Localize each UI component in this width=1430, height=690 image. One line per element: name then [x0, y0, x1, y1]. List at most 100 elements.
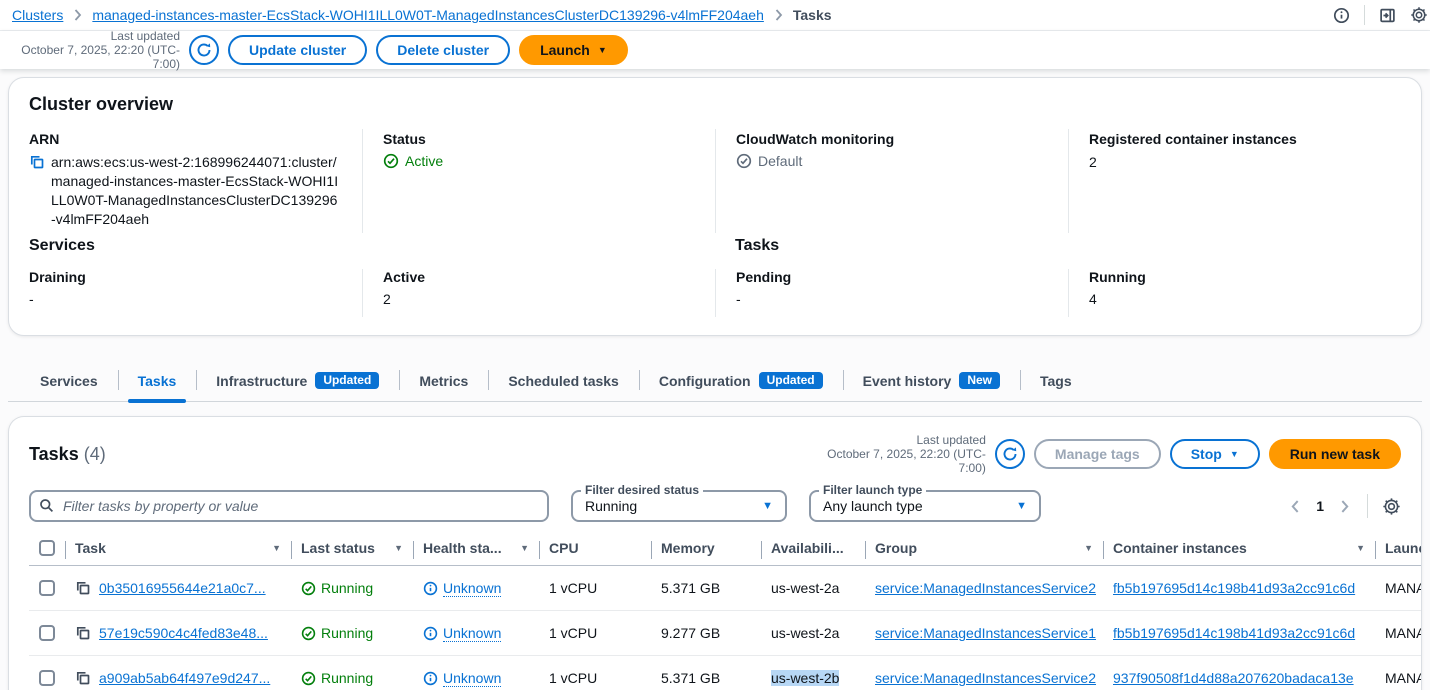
task-id-link[interactable]: 57e19c590c4c4fed83e48... [99, 625, 268, 641]
registered-instances-value: 2 [1089, 154, 1097, 170]
table-preferences-gear-icon[interactable] [1382, 497, 1401, 516]
manage-tags-button[interactable]: Manage tags [1033, 439, 1161, 469]
group-link[interactable]: service:ManagedInstancesService2 [875, 580, 1097, 596]
tasks-title-text: Tasks [29, 443, 79, 464]
column-label: Launch [1385, 540, 1421, 556]
tab-configuration[interactable]: Configuration Updated [638, 360, 843, 401]
breadcrumb-current: Tasks [792, 7, 832, 23]
column-header-health-status[interactable]: Health sta... ▼ [413, 534, 539, 566]
chevron-right-icon [774, 9, 783, 21]
breadcrumb: Clusters managed-instances-master-EcsSta… [12, 7, 832, 23]
tab-services[interactable]: Services [20, 360, 118, 401]
next-page-button[interactable] [1336, 496, 1353, 517]
column-header-task[interactable]: Task ▼ [65, 534, 291, 566]
column-header-last-status[interactable]: Last status ▼ [291, 534, 413, 566]
tab-tasks[interactable]: Tasks [117, 360, 197, 403]
active-value: 2 [383, 291, 391, 307]
breadcrumb-cluster-name-link[interactable]: managed-instances-master-EcsStack-WOHI1I… [92, 7, 764, 23]
memory-value: 5.371 GB [651, 565, 761, 611]
container-instance-link[interactable]: fb5b197695d14c198b41d93a2cc91c6d [1113, 580, 1356, 596]
row-checkbox[interactable] [39, 580, 55, 596]
group-link[interactable]: service:ManagedInstancesService2 [875, 670, 1097, 686]
cluster-overview-card: Cluster overview ARN arn:aws:ecs:us-west… [8, 77, 1422, 336]
health-status-value[interactable]: Unknown [443, 669, 502, 687]
column-header-container-instances[interactable]: Container instances ▼ [1103, 534, 1375, 566]
column-header-memory[interactable]: Memory [651, 534, 761, 566]
container-instance-link[interactable]: fb5b197695d14c198b41d93a2cc91c6d [1113, 625, 1356, 641]
chevron-left-icon [1291, 499, 1299, 513]
availability-zone-value: us-west-2b [771, 670, 840, 686]
check-circle-icon [301, 581, 316, 595]
column-header-cpu[interactable]: CPU [539, 534, 651, 566]
last-updated-value: October 7, 2025, 22:20 (UTC-7:00) [21, 43, 180, 71]
breadcrumb-clusters-link[interactable]: Clusters [12, 7, 64, 23]
launch-button[interactable]: Launch ▼ [519, 35, 628, 65]
cpu-value: 1 vCPU [539, 655, 651, 690]
sort-caret-icon: ▼ [272, 543, 281, 553]
delete-cluster-button[interactable]: Delete cluster [376, 35, 511, 65]
column-header-availability-zone[interactable]: Availabili... [761, 534, 865, 566]
stop-button[interactable]: Stop ▼ [1169, 439, 1260, 469]
copy-icon[interactable] [75, 625, 91, 641]
tasks-refresh-button[interactable] [994, 439, 1025, 469]
copy-icon[interactable] [75, 580, 91, 596]
page-number[interactable]: 1 [1316, 498, 1324, 514]
select-all-checkbox[interactable] [39, 540, 55, 556]
draining-label: Draining [29, 269, 86, 285]
group-link[interactable]: service:ManagedInstancesService1 [875, 625, 1097, 641]
running-stat: Running 4 [1068, 269, 1421, 317]
divider [1367, 494, 1368, 518]
run-new-task-label: Run new task [1289, 446, 1380, 462]
tab-metrics[interactable]: Metrics [399, 360, 488, 401]
update-cluster-button[interactable]: Update cluster [228, 35, 368, 65]
tab-infrastructure[interactable]: Infrastructure Updated [196, 360, 399, 401]
health-status-value[interactable]: Unknown [443, 624, 502, 642]
copy-icon[interactable] [75, 670, 91, 686]
column-header-group[interactable]: Group ▼ [865, 534, 1103, 566]
row-checkbox[interactable] [39, 625, 55, 641]
filter-launch-type-value: Any launch type [823, 498, 923, 514]
sort-caret-icon: ▼ [394, 543, 403, 553]
arn-label: ARN [29, 131, 60, 147]
container-instance-link[interactable]: 937f90508f1d4d88a207620badaca13e [1113, 670, 1354, 686]
filter-tasks-input[interactable] [29, 490, 549, 522]
task-id-link[interactable]: a909ab5ab64f497e9d247... [99, 670, 271, 686]
updated-badge: Updated [315, 372, 380, 389]
refresh-button[interactable] [189, 35, 219, 65]
health-status-value[interactable]: Unknown [443, 579, 502, 597]
last-updated-label: Last updated [110, 29, 180, 43]
filter-launch-type-select[interactable]: Filter launch type Any launch type ▼ [809, 483, 1041, 522]
filter-desired-status-select[interactable]: Filter desired status Running ▼ [571, 483, 787, 522]
check-circle-icon [301, 671, 316, 685]
info-icon [423, 671, 438, 685]
row-checkbox[interactable] [39, 670, 55, 686]
side-panel-icon[interactable] [1379, 7, 1396, 24]
info-icon[interactable] [1333, 7, 1350, 24]
tab-scheduled-tasks[interactable]: Scheduled tasks [488, 360, 639, 401]
previous-page-button[interactable] [1287, 496, 1304, 517]
last-status-value: Running [321, 625, 374, 641]
tasks-last-updated-value: October 7, 2025, 22:20 (UTC-7:00) [827, 447, 986, 475]
settings-gear-icon[interactable] [1410, 6, 1428, 24]
table-header-row: Task ▼ Last status ▼ Health sta... ▼ CPU Me… [29, 534, 1421, 566]
sort-caret-icon: ▼ [520, 543, 529, 553]
updated-badge: Updated [758, 372, 823, 389]
tab-label: Metrics [419, 372, 469, 389]
column-label: Last status [301, 540, 375, 556]
column-header-launch-type[interactable]: Launch [1375, 534, 1421, 566]
cluster-tabs: Services Tasks Infrastructure Updated Me… [8, 360, 1422, 403]
tasks-count: (4) [83, 443, 106, 464]
run-new-task-button[interactable]: Run new task [1268, 439, 1401, 469]
tasks-panel-title: Tasks (4) [29, 444, 106, 465]
task-id-link[interactable]: 0b35016955644e21a0c7... [99, 580, 266, 596]
tab-label: Infrastructure [216, 372, 308, 389]
status-label: Status [383, 131, 426, 147]
search-icon [39, 498, 54, 516]
tab-tags[interactable]: Tags [1020, 360, 1092, 401]
memory-value: 5.371 GB [651, 655, 761, 690]
copy-icon[interactable] [29, 154, 45, 175]
cluster-overview-title: Cluster overview [29, 94, 174, 114]
column-label: Group [875, 540, 917, 556]
breadcrumb-bar: Clusters managed-instances-master-EcsSta… [0, 0, 1430, 31]
tab-event-history[interactable]: Event history New [842, 360, 1020, 401]
